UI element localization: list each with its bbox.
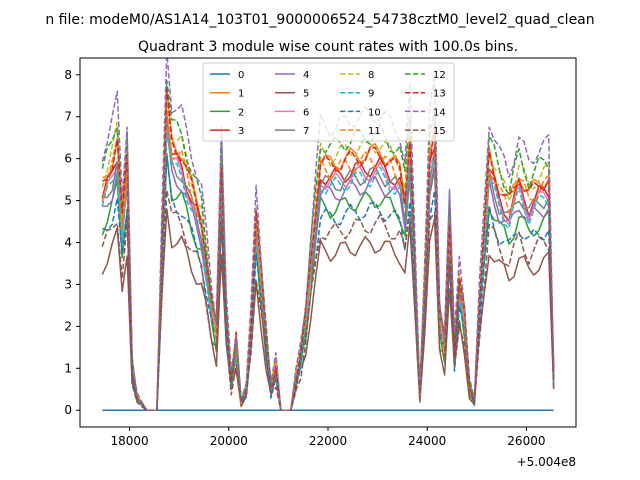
series-lines <box>101 58 555 411</box>
legend-label-15: 15 <box>433 126 446 137</box>
x-tick-label: 26000 <box>507 434 545 448</box>
y-tick-label: 8 <box>64 68 72 82</box>
x-tick-label: 22000 <box>309 434 347 448</box>
legend-label-10: 10 <box>368 107 381 118</box>
series-line-15 <box>101 189 555 411</box>
y-tick-label: 0 <box>64 403 72 417</box>
y-tick-label: 3 <box>64 277 72 291</box>
figure-title: n file: modeM0/AS1A14_103T01_9000006524_… <box>45 12 594 28</box>
series-line-9 <box>101 132 555 411</box>
x-tick-label: 20000 <box>210 434 248 448</box>
x-tick-label: 24000 <box>408 434 446 448</box>
y-tick-label: 4 <box>64 236 72 250</box>
legend-label-0: 0 <box>238 70 244 81</box>
legend-label-7: 7 <box>303 126 309 137</box>
y-tick-label: 7 <box>64 110 72 124</box>
y-tick-label: 2 <box>64 319 72 333</box>
series-line-11 <box>101 105 555 411</box>
legend-label-1: 1 <box>238 89 244 100</box>
legend-label-3: 3 <box>238 126 244 137</box>
y-tick-label: 5 <box>64 194 72 208</box>
legend-label-11: 11 <box>368 126 381 137</box>
legend-label-5: 5 <box>303 89 309 100</box>
legend-label-6: 6 <box>303 107 309 118</box>
legend-label-8: 8 <box>368 70 374 81</box>
legend-label-2: 2 <box>238 107 244 118</box>
y-tick-label: 1 <box>64 361 72 375</box>
series-line-8 <box>101 86 555 411</box>
x-tick-label: 18000 <box>111 434 149 448</box>
legend-label-12: 12 <box>433 70 446 81</box>
legend-label-9: 9 <box>368 89 374 100</box>
x-offset-label: +5.004e8 <box>517 455 576 469</box>
y-tick-label: 6 <box>64 152 72 166</box>
legend-label-4: 4 <box>303 70 309 81</box>
legend-label-13: 13 <box>433 89 446 100</box>
legend-label-14: 14 <box>433 107 446 118</box>
series-line-13 <box>102 88 555 411</box>
chart-title: Quadrant 3 module wise count rates with … <box>138 39 518 55</box>
legend-box <box>202 62 455 142</box>
